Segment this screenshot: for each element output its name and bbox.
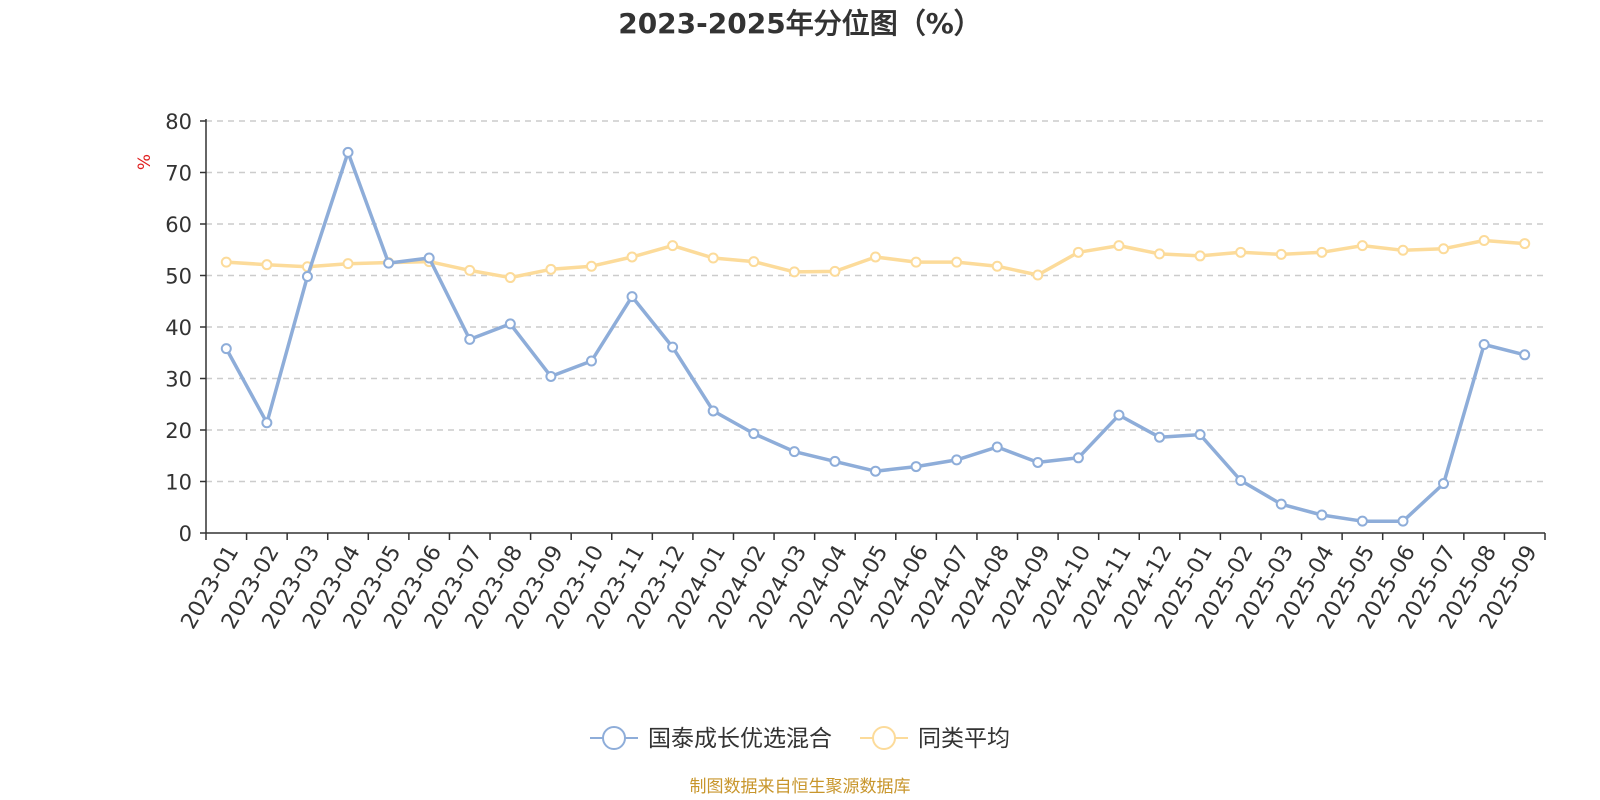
data-point[interactable]	[1478, 339, 1490, 351]
legend-marker-icon	[872, 726, 896, 750]
data-point[interactable]	[220, 343, 232, 355]
data-point[interactable]	[1072, 452, 1084, 464]
y-tick-label: 50	[165, 265, 192, 289]
data-point[interactable]	[1356, 240, 1368, 252]
axes	[200, 119, 1546, 540]
y-tick-label: 60	[165, 213, 192, 237]
data-point[interactable]	[464, 333, 476, 345]
legend[interactable]: 国泰成长优选混合 同类平均	[590, 726, 1010, 752]
data-point[interactable]	[788, 266, 800, 278]
data-point[interactable]	[667, 341, 679, 353]
data-point[interactable]	[1235, 246, 1247, 258]
data-point[interactable]	[1356, 515, 1368, 527]
data-point[interactable]	[1032, 456, 1044, 468]
data-point[interactable]	[504, 318, 516, 330]
data-point[interactable]	[1235, 474, 1247, 486]
legend-item[interactable]: 国泰成长优选混合	[590, 726, 832, 752]
data-point[interactable]	[545, 263, 557, 275]
data-point[interactable]	[342, 258, 354, 270]
legend-marker-icon	[602, 726, 626, 750]
data-point[interactable]	[261, 417, 273, 429]
data-point[interactable]	[1154, 431, 1166, 443]
data-source-note: 制图数据来自恒生聚源数据库	[690, 777, 911, 797]
data-point[interactable]	[1194, 250, 1206, 262]
legend-label: 国泰成长优选混合	[648, 726, 832, 752]
y-tick-label: 10	[165, 471, 192, 495]
data-point[interactable]	[1397, 244, 1409, 256]
data-point[interactable]	[1275, 498, 1287, 510]
data-point[interactable]	[1113, 409, 1125, 421]
y-tick-label: 70	[165, 162, 192, 186]
data-point[interactable]	[261, 259, 273, 271]
data-point[interactable]	[342, 146, 354, 158]
legend-item[interactable]: 同类平均	[860, 726, 1010, 752]
data-point[interactable]	[1438, 243, 1450, 255]
data-point[interactable]	[545, 370, 557, 382]
y-tick-label: 0	[179, 522, 192, 546]
data-point[interactable]	[423, 252, 435, 264]
series-peer-average	[220, 234, 1531, 284]
data-point[interactable]	[1397, 515, 1409, 527]
series-fund	[220, 146, 1531, 527]
x-axis-ticks: 2023-012023-022023-032023-042023-052023-…	[177, 541, 1543, 633]
data-point[interactable]	[1316, 509, 1328, 521]
y-tick-label: 30	[165, 368, 192, 392]
data-point[interactable]	[707, 252, 719, 264]
data-point[interactable]	[1316, 246, 1328, 258]
data-point[interactable]	[748, 256, 760, 268]
data-point[interactable]	[991, 441, 1003, 453]
data-point[interactable]	[626, 291, 638, 303]
data-point[interactable]	[667, 240, 679, 252]
data-point[interactable]	[707, 405, 719, 417]
data-point[interactable]	[991, 260, 1003, 272]
data-point[interactable]	[748, 428, 760, 440]
data-point[interactable]	[829, 455, 841, 467]
y-tick-label: 20	[165, 419, 192, 443]
data-point[interactable]	[1519, 238, 1531, 250]
legend-label: 同类平均	[918, 726, 1010, 752]
data-point[interactable]	[626, 251, 638, 263]
data-point[interactable]	[870, 251, 881, 263]
data-point[interactable]	[1113, 240, 1125, 252]
y-axis-unit: %	[135, 154, 155, 170]
data-point[interactable]	[585, 260, 597, 272]
data-point[interactable]	[1438, 478, 1450, 490]
data-point[interactable]	[1194, 429, 1206, 441]
data-point[interactable]	[788, 446, 800, 458]
data-point[interactable]	[1478, 234, 1490, 246]
data-point[interactable]	[464, 264, 476, 276]
data-point[interactable]	[301, 271, 313, 283]
data-point[interactable]	[585, 355, 597, 367]
series-lines	[220, 146, 1531, 527]
data-point[interactable]	[1154, 248, 1166, 260]
data-point[interactable]	[910, 256, 922, 268]
data-point[interactable]	[910, 461, 922, 473]
data-point[interactable]	[870, 465, 881, 477]
y-tick-label: 40	[165, 316, 192, 340]
chart-title: 2023-2025年分位图（%）	[618, 7, 982, 40]
data-point[interactable]	[220, 256, 232, 268]
data-point[interactable]	[829, 265, 841, 277]
data-point[interactable]	[951, 454, 963, 466]
grid-lines	[206, 120, 1545, 483]
data-point[interactable]	[1519, 349, 1531, 361]
y-tick-label: 80	[165, 110, 192, 134]
data-point[interactable]	[504, 272, 516, 284]
y-axis-ticks: 0 10 20 30 40 50 60 70 80	[165, 110, 192, 546]
data-point[interactable]	[383, 257, 395, 269]
data-point[interactable]	[951, 256, 963, 268]
data-point[interactable]	[1072, 246, 1084, 258]
data-point[interactable]	[1032, 269, 1044, 281]
data-point[interactable]	[1275, 248, 1287, 260]
